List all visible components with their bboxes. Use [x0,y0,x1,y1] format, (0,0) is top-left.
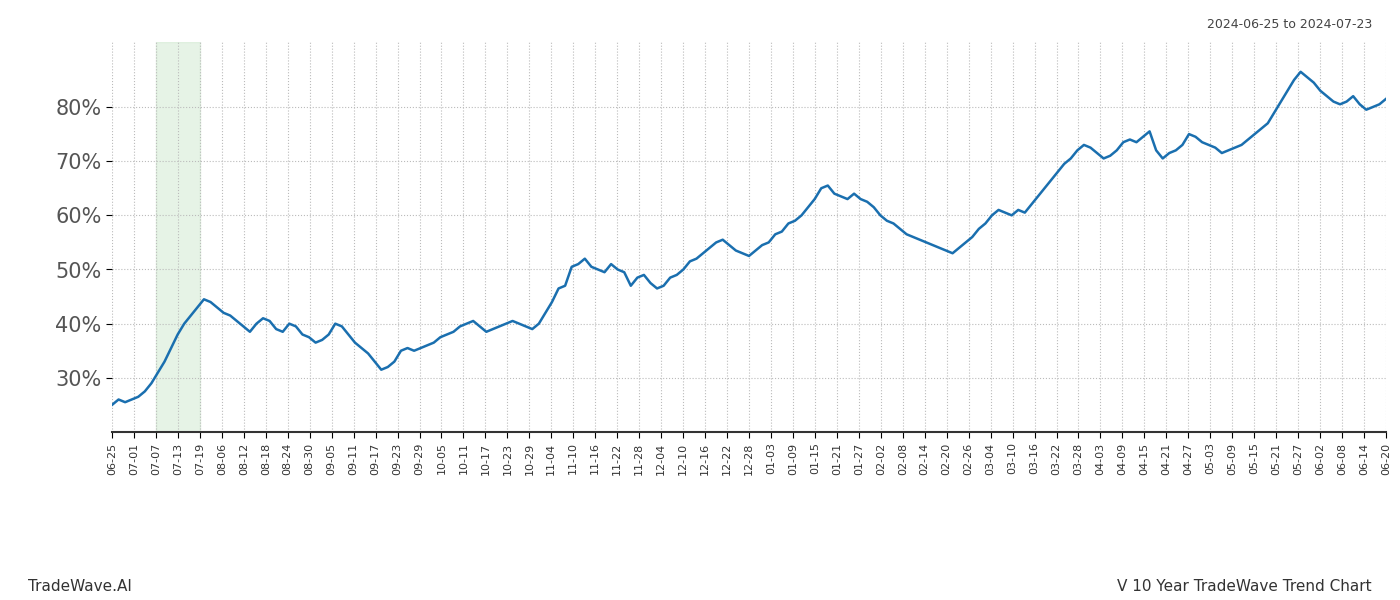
Text: TradeWave.AI: TradeWave.AI [28,579,132,594]
Text: 2024-06-25 to 2024-07-23: 2024-06-25 to 2024-07-23 [1207,18,1372,31]
Bar [155,42,200,432]
Text: V 10 Year TradeWave Trend Chart: V 10 Year TradeWave Trend Chart [1117,579,1372,594]
